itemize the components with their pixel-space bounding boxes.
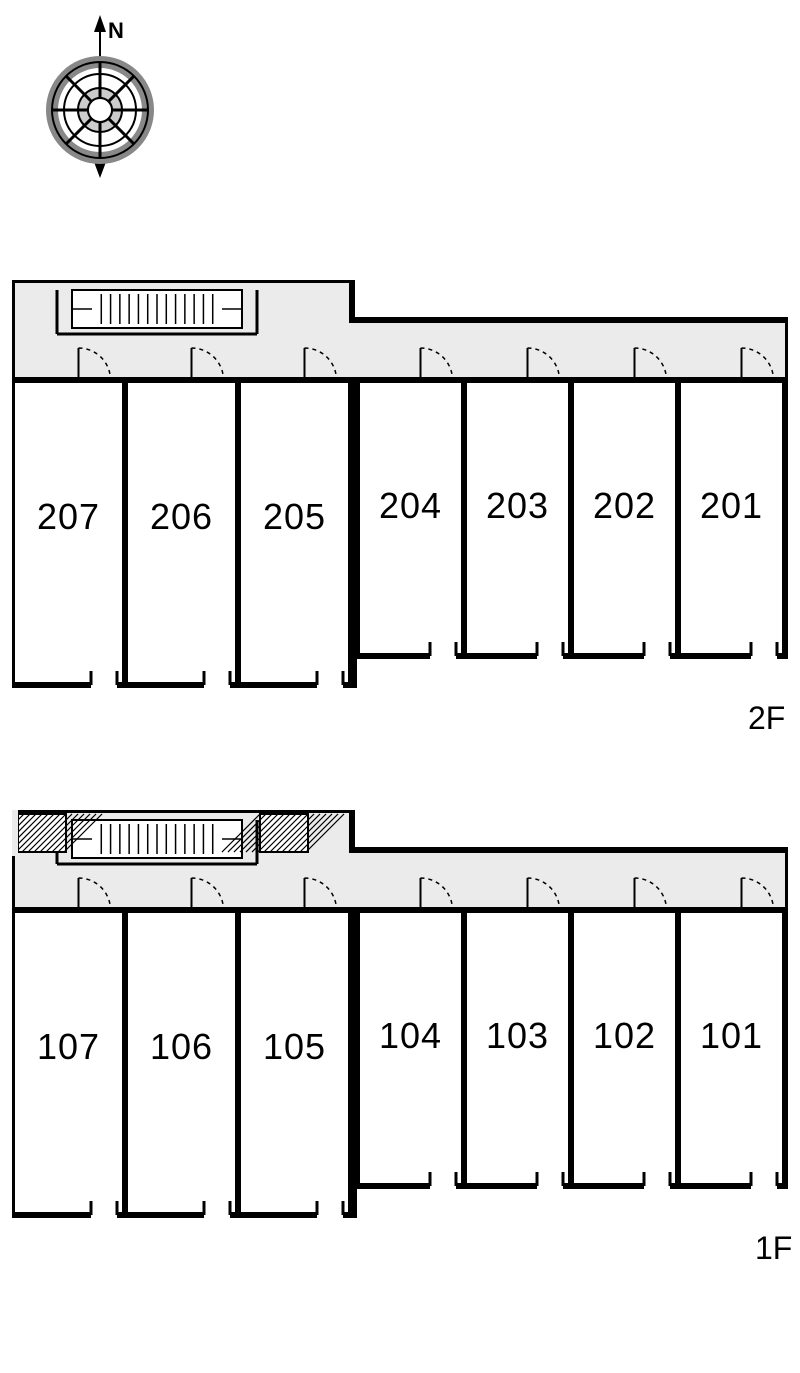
compass-rose: N [30,10,170,185]
unit-label-105: 105 [242,1026,347,1068]
unit-label-107: 107 [16,1026,121,1068]
floorplan-canvas: N 2F2072062052042032022011F1071061051041… [0,0,800,1373]
unit-label-101: 101 [682,1015,781,1057]
unit-label-204: 204 [361,485,460,527]
unit-label-207: 207 [16,496,121,538]
unit-label-106: 106 [129,1026,234,1068]
unit-label-206: 206 [129,496,234,538]
unit-label-102: 102 [575,1015,674,1057]
unit-label-201: 201 [682,485,781,527]
unit-label-202: 202 [575,485,674,527]
compass-n-label: N [108,18,124,43]
floor-label-1F: 1F [755,1230,792,1267]
floor-label-2F: 2F [748,700,785,737]
unit-label-103: 103 [468,1015,567,1057]
unit-label-203: 203 [468,485,567,527]
unit-label-104: 104 [361,1015,460,1057]
unit-label-205: 205 [242,496,347,538]
